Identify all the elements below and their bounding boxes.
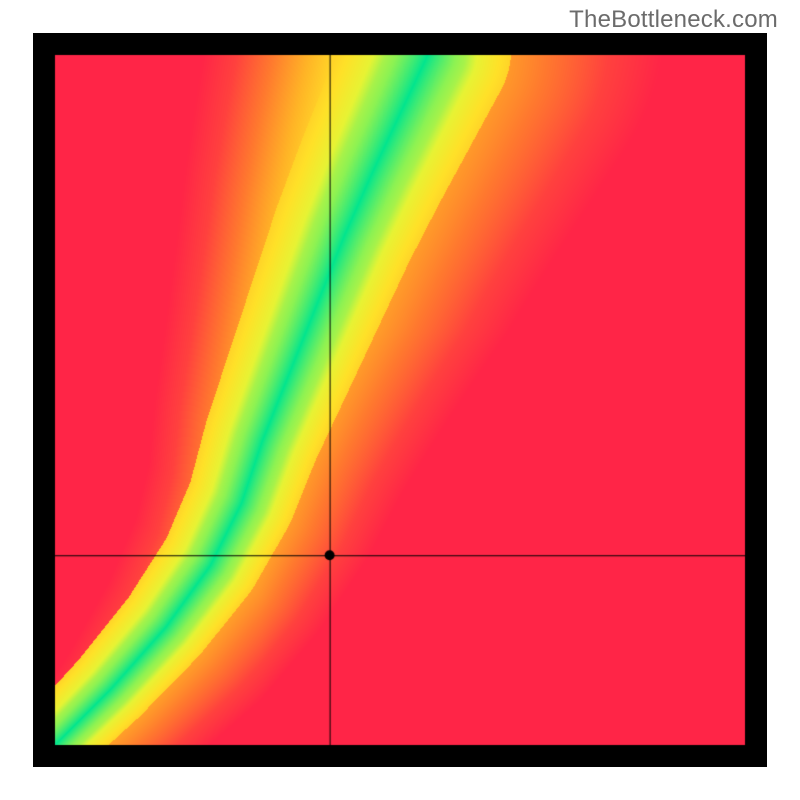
heatmap-canvas — [33, 33, 767, 767]
chart-container: TheBottleneck.com — [0, 0, 800, 800]
heatmap-plot — [33, 33, 767, 767]
watermark-text: TheBottleneck.com — [569, 6, 778, 34]
